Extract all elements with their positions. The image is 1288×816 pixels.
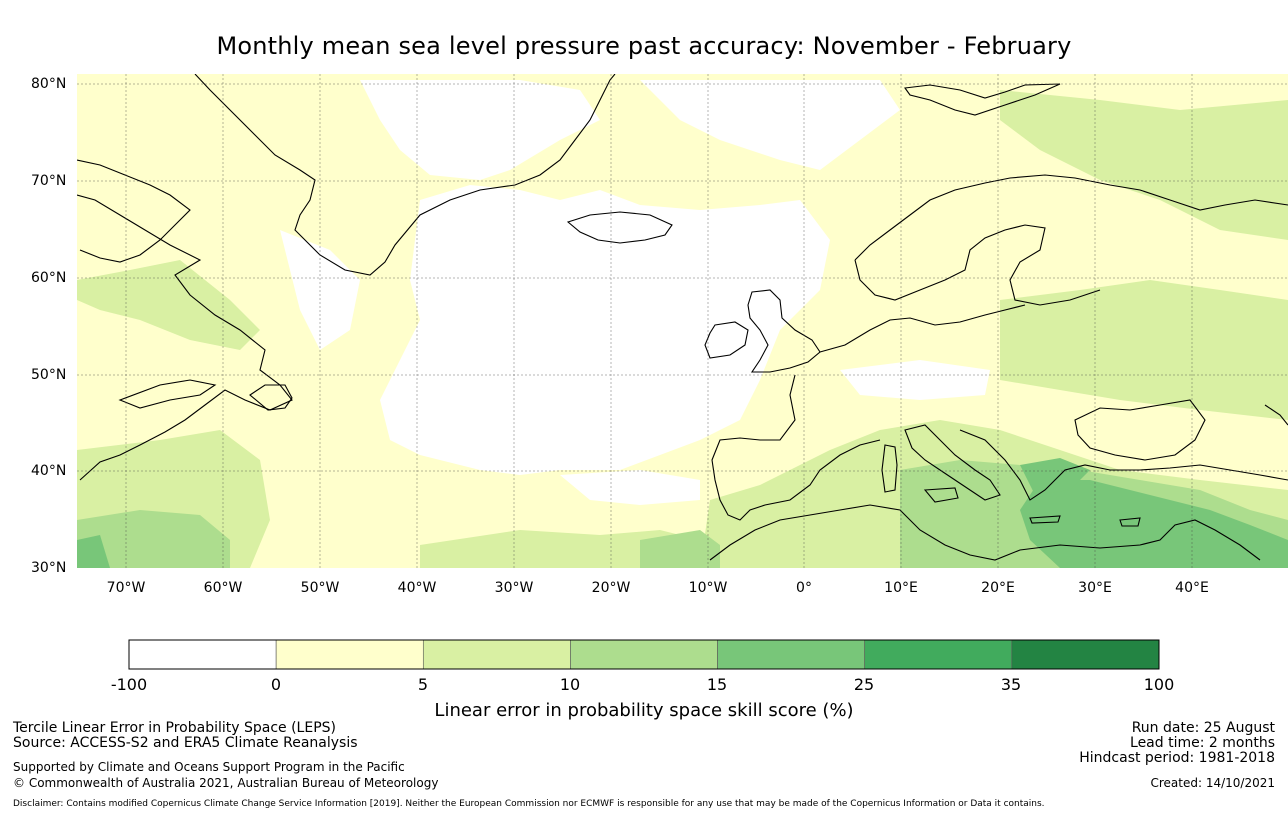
skill-15-25-aegean	[1020, 458, 1090, 495]
coast-ireland	[704, 321, 749, 359]
colorbar-segment	[570, 639, 718, 670]
lon-label-20w: 20°W	[591, 580, 631, 596]
low-skill-region-north	[360, 80, 600, 180]
skill-5-10-subtropic	[420, 530, 700, 568]
colorbar-tick-0: 0	[270, 675, 282, 694]
coast-black-sea	[1074, 399, 1206, 461]
skill-regions	[77, 80, 1288, 568]
footer-run-date: Run date: 25 August	[1131, 720, 1275, 736]
colorbar-segment	[1011, 639, 1160, 670]
lon-label-0: 0°	[796, 580, 812, 596]
coastlines	[77, 74, 1288, 561]
colorbar-label: Linear error in probability space skill …	[434, 700, 854, 721]
colorbar-segments	[128, 639, 1160, 670]
coast-svalbard	[904, 83, 1061, 116]
lon-label-40w: 40°W	[397, 580, 437, 596]
coast-norway-south	[854, 224, 1101, 306]
lat-label-80n: 80°N	[31, 76, 67, 92]
low-skill-region-eu	[840, 360, 990, 400]
footer-method: Tercile Linear Error in Probability Spac…	[13, 720, 336, 736]
skill-15-25-sw	[77, 535, 110, 568]
skill-score-map	[77, 74, 1288, 568]
colorbar-tick-5: 5	[417, 675, 429, 694]
low-skill-region-nordic	[640, 80, 900, 170]
colorbar-tick-15: 15	[706, 675, 728, 694]
colorbar-frame	[128, 639, 1160, 670]
skill-15-25-east-med	[1020, 480, 1288, 568]
colorbar-tick-minus100: -100	[110, 675, 148, 694]
colorbar-segment	[275, 639, 424, 670]
lat-label-60n: 60°N	[31, 270, 67, 286]
coast-canada-north	[77, 159, 191, 263]
colorbar-segment	[422, 639, 571, 670]
lon-label-40e: 40°E	[1175, 580, 1209, 596]
coast-newfoundland	[249, 384, 293, 411]
coast-corsica-sardinia	[881, 444, 898, 493]
colorbar-segment	[128, 639, 277, 670]
coast-sicily	[923, 487, 959, 503]
coast-labrador	[77, 194, 293, 481]
skill-10-15-sw	[77, 510, 230, 568]
lat-label-50n: 50°N	[31, 367, 67, 383]
coast-crete	[1029, 515, 1061, 524]
coast-north-europe	[819, 304, 1026, 353]
coast-great-britain	[747, 289, 821, 373]
footer-support: Supported by Climate and Oceans Support …	[13, 760, 405, 774]
lon-label-70w: 70°W	[106, 580, 146, 596]
lat-label-70n: 70°N	[31, 173, 67, 189]
footer-disclaimer: Disclaimer: Contains modified Copernicus…	[13, 799, 1045, 809]
footer-copyright: © Commonwealth of Australia 2021, Austra…	[13, 776, 439, 790]
lon-label-20e: 20°E	[981, 580, 1015, 596]
colorbar-tick-35: 35	[1000, 675, 1022, 694]
skill-5-10-eeurope	[1000, 280, 1288, 420]
colorbar-tick-10: 10	[559, 675, 581, 694]
coast-italy	[904, 424, 1001, 501]
colorbar-segment	[717, 639, 866, 670]
lon-label-30e: 30°E	[1078, 580, 1112, 596]
coast-caspian	[1264, 404, 1288, 426]
colorbar-segment	[864, 639, 1013, 670]
footer-lead-time: Lead time: 2 months	[1130, 735, 1275, 751]
lon-label-30w: 30°W	[494, 580, 534, 596]
coast-france-iberia	[711, 374, 881, 521]
coast-north-africa	[709, 504, 1261, 561]
skill-5-10-canada	[77, 260, 260, 350]
map-title: Monthly mean sea level pressure past acc…	[216, 32, 1072, 60]
coast-st-lawrence	[118, 379, 217, 409]
low-skill-region-atlantic	[380, 185, 830, 475]
coast-balkans	[959, 429, 1288, 501]
footer-hindcast: Hindcast period: 1981-2018	[1079, 750, 1275, 766]
gridlines	[77, 74, 1288, 568]
coast-cyprus	[1119, 517, 1141, 527]
coast-iceland	[566, 211, 673, 244]
skill-10-15-canaries	[640, 530, 720, 568]
lon-label-10e: 10°E	[884, 580, 918, 596]
lat-label-40n: 40°N	[31, 463, 67, 479]
colorbar-tick-100: 100	[1143, 675, 1175, 694]
low-skill-region-iberia	[560, 470, 700, 505]
footer-source: Source: ACCESS-S2 and ERA5 Climate Reana…	[13, 735, 358, 751]
coast-greenland	[194, 74, 616, 276]
footer-created: Created: 14/10/2021	[1150, 776, 1275, 790]
coast-scandinavia	[854, 174, 1288, 261]
lon-label-10w: 10°W	[688, 580, 728, 596]
lon-label-50w: 50°W	[300, 580, 340, 596]
skill-5-10-arctic	[1000, 90, 1288, 240]
lon-label-60w: 60°W	[203, 580, 243, 596]
lat-label-30n: 30°N	[31, 560, 67, 576]
colorbar-tick-25: 25	[853, 675, 875, 694]
